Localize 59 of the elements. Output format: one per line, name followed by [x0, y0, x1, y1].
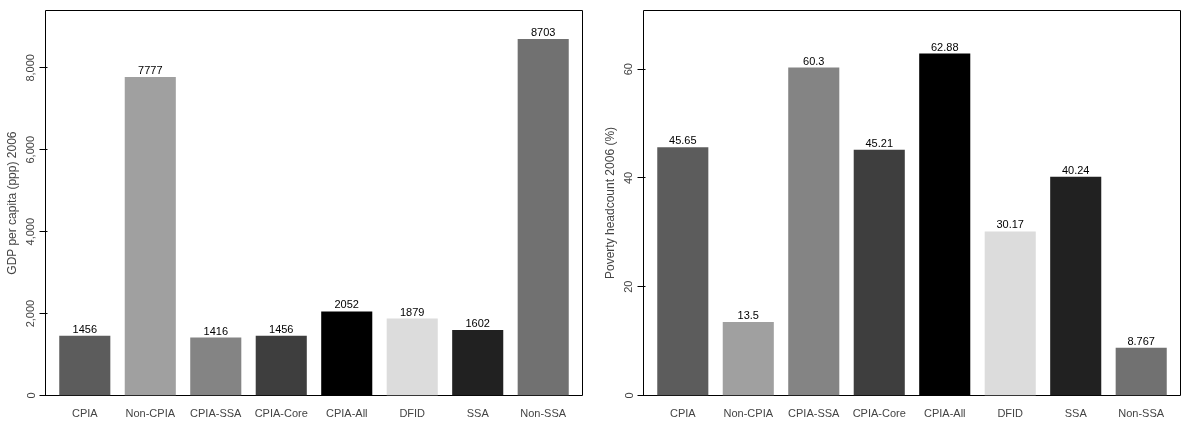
bar [788, 67, 840, 396]
y-tick-label: 2,000 [24, 299, 37, 328]
bar [321, 311, 373, 396]
bar [255, 335, 307, 396]
data-label: 1456 [72, 322, 98, 335]
x-tick-label: CPIA-SSA [190, 406, 243, 419]
x-tick-label: Non-SSA [1118, 406, 1165, 419]
data-label: 1456 [269, 322, 294, 335]
bar [124, 76, 176, 396]
y-tick-label: 0 [24, 392, 37, 399]
data-label: 62.88 [930, 40, 959, 53]
bar [1050, 176, 1102, 396]
bar [386, 318, 438, 396]
x-tick-label: DFID [399, 406, 426, 419]
x-tick-label: CPIA-All [325, 406, 368, 419]
data-label: 30.17 [996, 218, 1024, 231]
data-label: 40.24 [1061, 163, 1090, 176]
data-label: 60.3 [803, 54, 825, 67]
bar [517, 39, 569, 396]
bar [984, 231, 1036, 396]
y-tick-label: 60 [622, 63, 635, 76]
data-label: 8703 [530, 26, 556, 39]
x-tick-label: Non-CPIA [723, 406, 774, 419]
bar [1115, 347, 1167, 396]
x-tick-label: DFID [997, 406, 1024, 419]
data-label: 1602 [465, 316, 490, 329]
data-label: 1416 [203, 324, 229, 337]
y-tick-label: 40 [622, 171, 635, 185]
x-tick-label: SSA [1064, 406, 1088, 419]
bar [190, 337, 242, 396]
data-label: 45.21 [865, 136, 894, 149]
data-label: 1879 [400, 305, 425, 318]
y-tick-label: 8,000 [24, 54, 37, 82]
x-tick-label: Non-SSA [520, 406, 567, 419]
bar [657, 147, 709, 396]
bar [59, 335, 111, 396]
data-label: 45.65 [669, 134, 697, 147]
data-label: 8.767 [1127, 334, 1155, 347]
x-tick-label: CPIA [71, 406, 99, 419]
x-tick-label: CPIA-Core [254, 406, 308, 419]
y-axis-title: Poverty headcount 2006 (%) [602, 126, 617, 280]
x-tick-label: CPIA-SSA [788, 406, 841, 419]
bar [452, 329, 504, 396]
y-tick-label: 20 [622, 280, 635, 293]
bar [722, 322, 774, 396]
y-tick-label: 6,000 [24, 135, 37, 164]
data-label: 2052 [334, 298, 359, 311]
x-tick-label: CPIA-Core [852, 406, 906, 419]
y-tick-label: 0 [622, 392, 635, 399]
bar [853, 149, 905, 396]
data-label: 13.5 [737, 309, 759, 322]
bar [919, 53, 971, 396]
x-tick-label: CPIA [669, 406, 697, 419]
x-tick-label: SSA [466, 406, 490, 419]
x-tick-label: Non-CPIA [125, 406, 176, 419]
y-axis-title: GDP per capita (ppp) 2006 [4, 131, 19, 275]
data-label: 7777 [138, 63, 163, 76]
x-tick-label: CPIA-All [923, 406, 966, 419]
y-tick-label: 4,000 [24, 217, 37, 246]
